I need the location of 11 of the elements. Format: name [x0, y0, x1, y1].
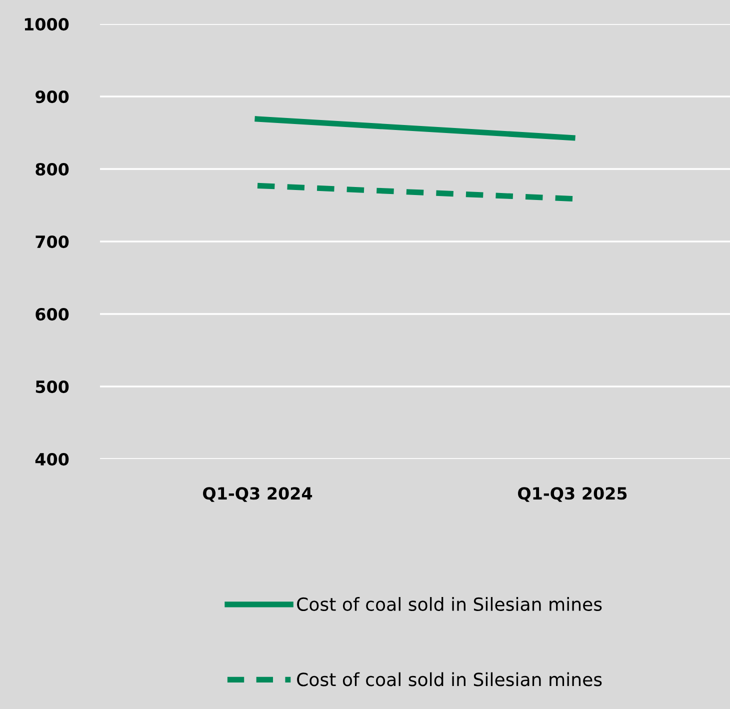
y-tick-label: 400: [35, 452, 69, 466]
x-tick-label: Q1-Q3 2025: [518, 487, 627, 502]
y-tick-label: 1000: [24, 18, 69, 31]
y-tick-label: 500: [36, 380, 69, 394]
y-tick-label: 800: [36, 162, 69, 176]
x-tick-label: Q1-Q3 2024: [203, 487, 312, 502]
y-tick-label: 700: [36, 235, 69, 248]
y-tick-label: 900: [36, 90, 69, 104]
legend-label: Cost of coal sold in Silesian mines: [297, 672, 602, 686]
y-tick-label: 600: [36, 308, 69, 321]
legend-label: Cost of coal sold in Silesian mines: [297, 597, 602, 612]
